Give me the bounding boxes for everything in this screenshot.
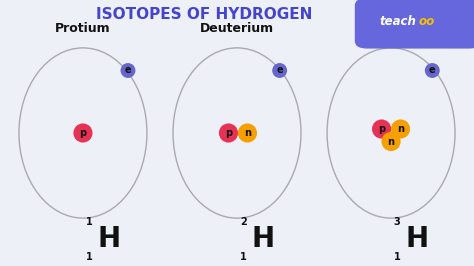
Text: n: n	[397, 124, 404, 134]
Circle shape	[219, 123, 238, 143]
Text: 1: 1	[394, 252, 401, 262]
Circle shape	[120, 63, 136, 78]
Circle shape	[382, 132, 401, 151]
Text: p: p	[79, 128, 87, 138]
Text: 3: 3	[394, 217, 401, 227]
Text: Deuterium: Deuterium	[200, 22, 274, 35]
Text: oo: oo	[418, 15, 435, 28]
Text: Protium: Protium	[55, 22, 111, 35]
Circle shape	[272, 63, 287, 78]
Text: H: H	[252, 225, 274, 253]
Text: ISOTOPES OF HYDROGEN: ISOTOPES OF HYDROGEN	[96, 7, 312, 22]
Text: n: n	[388, 136, 394, 147]
Circle shape	[425, 63, 440, 78]
Text: e: e	[125, 65, 131, 76]
Text: 1: 1	[86, 252, 92, 262]
Text: 2: 2	[240, 217, 246, 227]
Circle shape	[73, 123, 92, 143]
Text: H: H	[406, 225, 428, 253]
Text: 1: 1	[240, 252, 246, 262]
Circle shape	[238, 123, 257, 143]
FancyBboxPatch shape	[356, 0, 474, 48]
Text: p: p	[225, 128, 232, 138]
Text: e: e	[276, 65, 283, 76]
Text: p: p	[378, 124, 385, 134]
Text: Tritium: Tritium	[366, 22, 416, 35]
Circle shape	[391, 119, 410, 139]
Circle shape	[372, 119, 391, 139]
Text: teach: teach	[379, 15, 416, 28]
Text: H: H	[98, 225, 120, 253]
Text: e: e	[429, 65, 436, 76]
Text: 1: 1	[86, 217, 92, 227]
Text: n: n	[244, 128, 251, 138]
